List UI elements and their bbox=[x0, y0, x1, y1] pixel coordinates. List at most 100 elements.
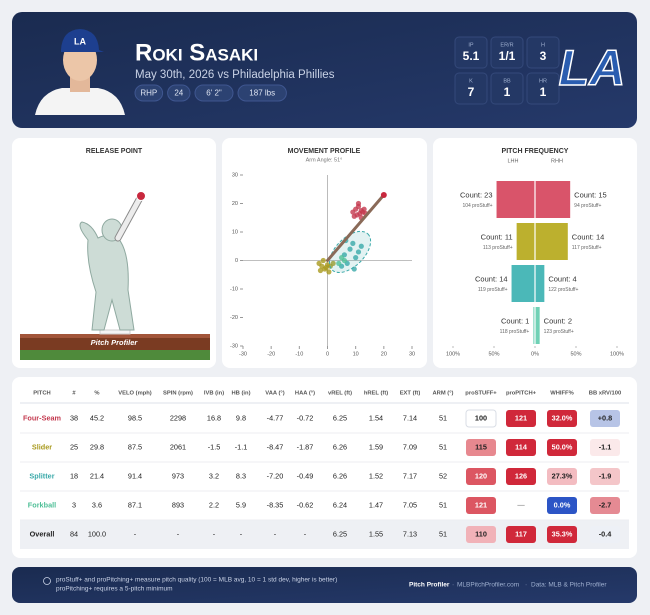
table-cell: 91.4 bbox=[128, 471, 142, 480]
info-icon bbox=[43, 577, 51, 585]
table-cell: 7.05 bbox=[403, 500, 417, 509]
stat-box bbox=[454, 36, 488, 69]
stat-label: BB bbox=[503, 78, 511, 84]
pitch-name: Four-Seam bbox=[23, 413, 62, 422]
x-tick-label: 0% bbox=[531, 351, 539, 357]
table-cell: 1.55 bbox=[369, 529, 383, 538]
chip-text: 6' 2" bbox=[206, 89, 222, 98]
footer-note: proStuff+ and proPitching+ measure pitch… bbox=[56, 577, 337, 584]
stat-box bbox=[526, 72, 560, 105]
table-cell: 45.2 bbox=[90, 413, 104, 422]
stuff-label: 119 proStuff+ bbox=[478, 287, 508, 293]
table-cell: 2061 bbox=[170, 442, 186, 451]
metric-badge bbox=[506, 468, 536, 485]
table-cell: - bbox=[304, 529, 307, 538]
table-cell: 100.0 bbox=[88, 529, 106, 538]
frequency-bar bbox=[535, 265, 545, 302]
table-cell: 1.54 bbox=[369, 413, 383, 422]
pitch-point bbox=[317, 267, 324, 274]
count-label: Count: 14 bbox=[572, 232, 605, 241]
table-cell: 7.13 bbox=[403, 529, 417, 538]
frequency-bar bbox=[535, 181, 571, 218]
table-cell: -1.87 bbox=[297, 442, 314, 451]
count-label: Count: 1 bbox=[501, 316, 529, 325]
frequency-bar bbox=[533, 307, 535, 344]
pitch-name: Forkball bbox=[28, 500, 56, 509]
pitch-point bbox=[358, 243, 364, 249]
table-cell: 6.25 bbox=[333, 529, 347, 538]
table-cell: 27.3% bbox=[552, 471, 573, 480]
metric-badge bbox=[466, 468, 496, 485]
table-cell: 1.52 bbox=[369, 471, 383, 480]
panel-subtitle: Arm Angle: 51° bbox=[306, 157, 343, 163]
table-cell: 5.9 bbox=[236, 500, 246, 509]
table-cell: 3 bbox=[72, 500, 76, 509]
pitch-point bbox=[341, 257, 347, 264]
x-tick-label: -10 bbox=[295, 351, 303, 357]
pitch-point bbox=[351, 213, 357, 219]
table-cell: -8.35 bbox=[267, 500, 284, 509]
metric-badge bbox=[465, 409, 497, 428]
stat-box bbox=[490, 36, 524, 69]
metric-badge bbox=[590, 526, 620, 543]
table-cell: 6.24 bbox=[333, 500, 347, 509]
table-cell: 2.2 bbox=[209, 500, 219, 509]
stat-label: H bbox=[541, 42, 545, 48]
arm-angle-end bbox=[380, 191, 387, 198]
stat-value: 1 bbox=[504, 85, 511, 99]
metric-badge bbox=[466, 526, 496, 543]
game-subtitle: May 30th, 2026 vs Philadelphia Phillies bbox=[135, 69, 335, 81]
table-cell: 52 bbox=[439, 471, 447, 480]
table-cell: 120 bbox=[475, 471, 487, 480]
metric-badge bbox=[547, 526, 577, 543]
player-photo: LA bbox=[35, 29, 125, 115]
metric-badge bbox=[590, 497, 620, 514]
metric-badge bbox=[506, 439, 536, 456]
footer-separator: · bbox=[525, 582, 527, 589]
metric-badge bbox=[547, 497, 577, 514]
x-tick-label: 10 bbox=[353, 351, 359, 357]
x-tick-label: 100% bbox=[610, 351, 624, 357]
table-cell: - bbox=[134, 529, 137, 538]
table-cell: 9.8 bbox=[236, 413, 246, 422]
frequency-bar bbox=[511, 265, 535, 302]
table-cell: 126 bbox=[515, 471, 527, 480]
table-cell: -4.77 bbox=[267, 413, 284, 422]
table-cell: -2.7 bbox=[599, 500, 612, 509]
table-cell: 84 bbox=[70, 529, 78, 538]
chip-text: RHP bbox=[140, 89, 157, 98]
count-label: Count: 15 bbox=[574, 190, 607, 199]
table-cell: 117 bbox=[515, 529, 527, 538]
frequency-bar bbox=[535, 307, 540, 344]
table-cell: 51 bbox=[439, 442, 447, 451]
table-cell: 6.25 bbox=[333, 413, 347, 422]
pitch-point bbox=[336, 260, 342, 266]
x-tick-label: 50% bbox=[570, 351, 581, 357]
table-cell: -7.20 bbox=[267, 471, 284, 480]
table-cell: 29.8 bbox=[90, 442, 104, 451]
table-cell: 6.26 bbox=[333, 442, 347, 451]
table-cell: - bbox=[213, 529, 216, 538]
metric-badge bbox=[547, 439, 577, 456]
y-tick-label: -20 bbox=[230, 315, 238, 321]
pitch-point bbox=[326, 269, 332, 275]
stat-label: K bbox=[469, 78, 473, 84]
panel-title: RELEASE POINT bbox=[86, 148, 143, 155]
table-cell: 121 bbox=[475, 500, 487, 509]
y-tick-label: -10 bbox=[230, 286, 238, 292]
y-tick-label: 30 bbox=[232, 172, 238, 178]
column-header: PITCH bbox=[33, 391, 50, 397]
overall-row-bg bbox=[20, 520, 629, 549]
count-label: Count: 11 bbox=[481, 232, 513, 241]
table-cell: 893 bbox=[172, 500, 184, 509]
table-cell: -1.9 bbox=[599, 471, 612, 480]
table-cell: 3.2 bbox=[209, 471, 219, 480]
table-cell: 121 bbox=[515, 413, 527, 422]
pitcher-figure bbox=[20, 191, 210, 360]
table-cell: 2298 bbox=[170, 413, 186, 422]
chip-text: 24 bbox=[174, 89, 183, 98]
pitch-point bbox=[355, 249, 362, 255]
stat-label: HR bbox=[539, 78, 547, 84]
